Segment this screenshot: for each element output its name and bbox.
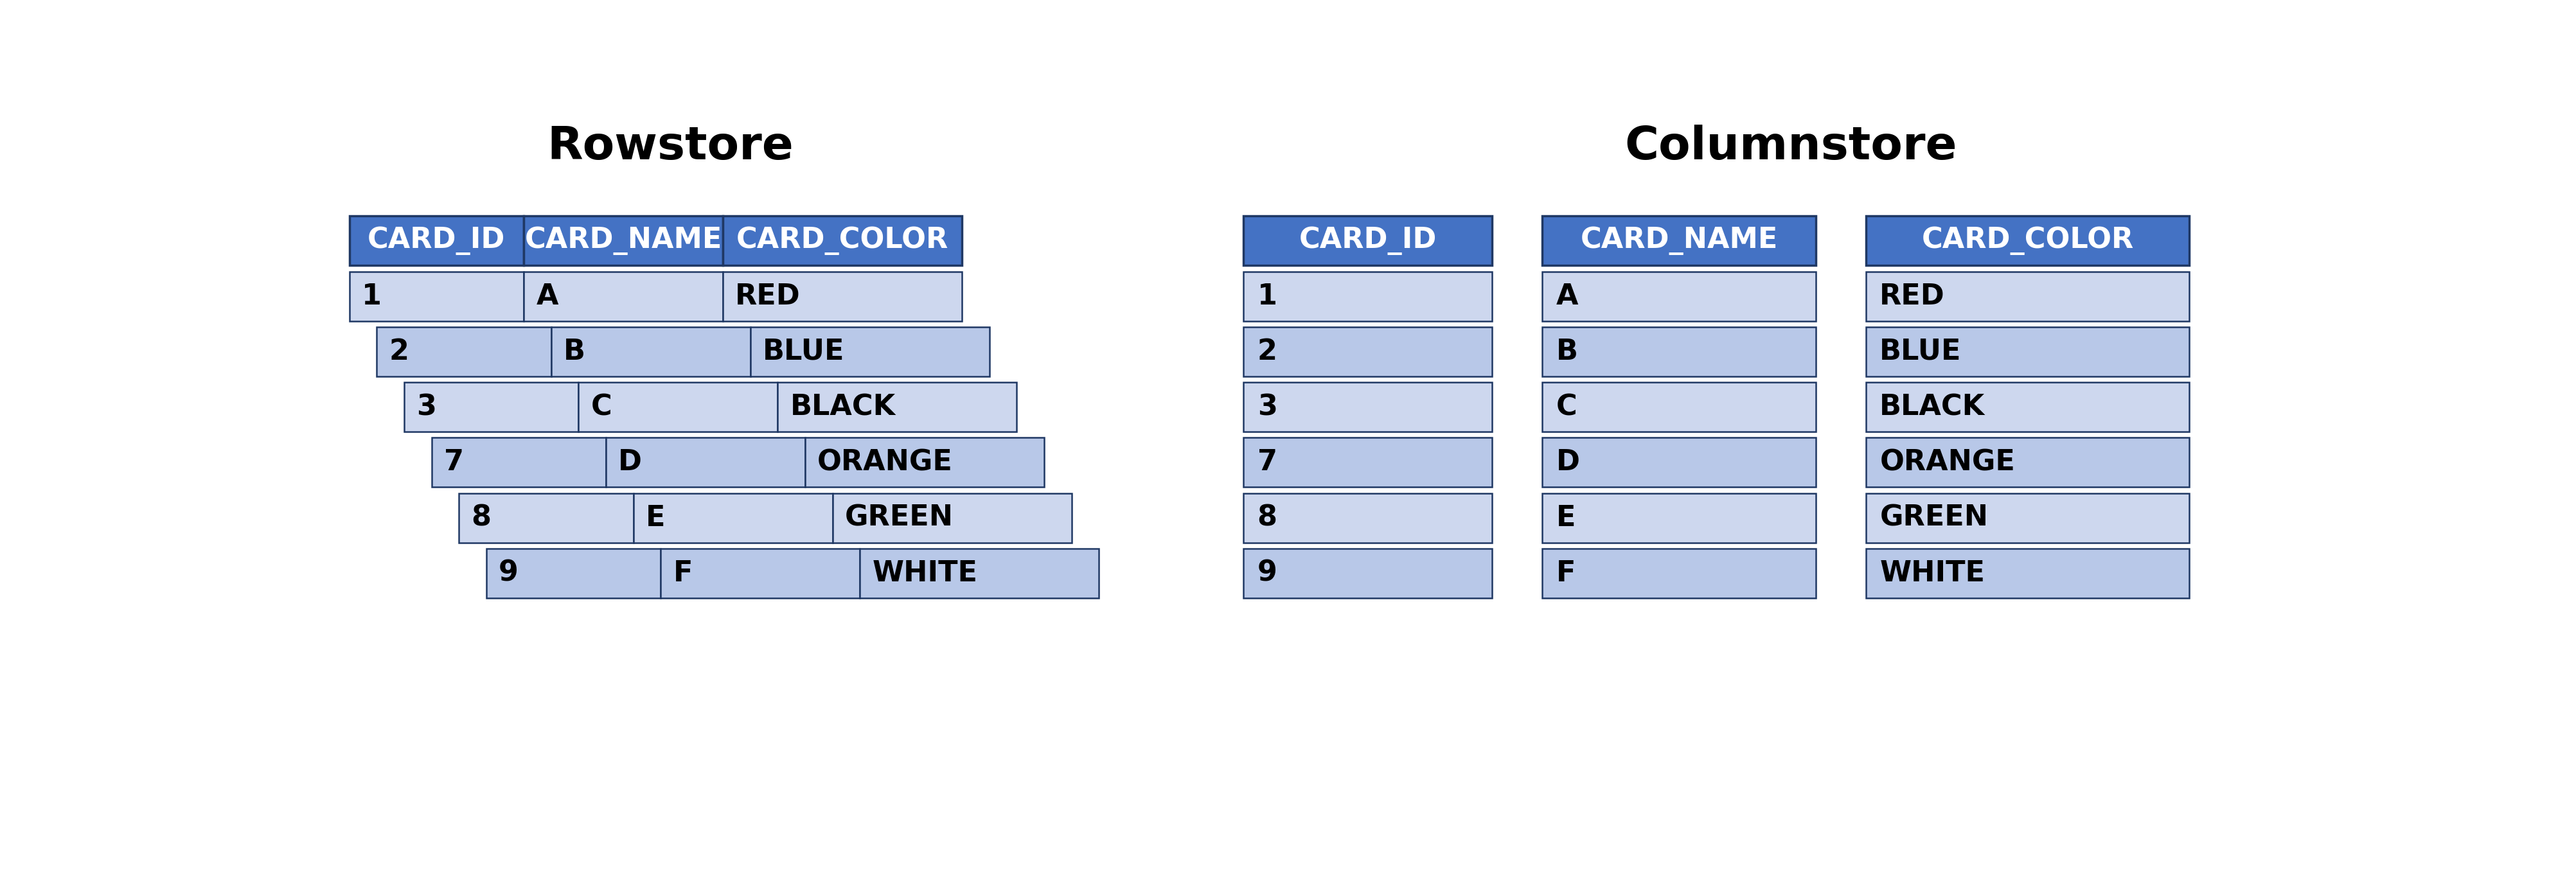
FancyBboxPatch shape [1865, 327, 2190, 377]
FancyBboxPatch shape [806, 437, 1043, 487]
Text: 1: 1 [1257, 282, 1278, 310]
Text: E: E [647, 505, 665, 532]
FancyBboxPatch shape [376, 327, 551, 377]
Text: Columnstore: Columnstore [1625, 124, 1958, 169]
Text: BLUE: BLUE [762, 338, 845, 365]
Text: C: C [1556, 393, 1577, 421]
Text: 7: 7 [1257, 449, 1278, 476]
Text: 9: 9 [500, 559, 518, 587]
FancyBboxPatch shape [1543, 216, 1816, 265]
Text: BLACK: BLACK [1880, 393, 1986, 421]
Text: CARD_COLOR: CARD_COLOR [1922, 227, 2133, 255]
Text: 2: 2 [1257, 338, 1278, 365]
FancyBboxPatch shape [487, 549, 659, 598]
FancyBboxPatch shape [1244, 437, 1492, 487]
Text: CARD_COLOR: CARD_COLOR [737, 227, 948, 255]
FancyBboxPatch shape [1865, 437, 2190, 487]
Text: 3: 3 [417, 393, 435, 421]
Text: ORANGE: ORANGE [817, 449, 953, 476]
FancyBboxPatch shape [433, 437, 605, 487]
FancyBboxPatch shape [1543, 549, 1816, 598]
Text: GREEN: GREEN [1880, 505, 1989, 532]
Text: A: A [1556, 282, 1579, 310]
FancyBboxPatch shape [1543, 327, 1816, 377]
Text: D: D [1556, 449, 1579, 476]
FancyBboxPatch shape [1244, 327, 1492, 377]
FancyBboxPatch shape [1865, 272, 2190, 321]
Text: CARD_ID: CARD_ID [1298, 227, 1437, 255]
FancyBboxPatch shape [1244, 549, 1492, 598]
FancyBboxPatch shape [1543, 272, 1816, 321]
Text: E: E [1556, 505, 1577, 532]
Text: F: F [672, 559, 693, 587]
Text: CARD_NAME: CARD_NAME [526, 227, 721, 255]
FancyBboxPatch shape [1244, 272, 1492, 321]
Text: BLACK: BLACK [791, 393, 896, 421]
FancyBboxPatch shape [1244, 382, 1492, 432]
FancyBboxPatch shape [459, 493, 634, 542]
Text: 2: 2 [389, 338, 410, 365]
FancyBboxPatch shape [832, 493, 1072, 542]
FancyBboxPatch shape [750, 327, 989, 377]
FancyBboxPatch shape [1865, 382, 2190, 432]
FancyBboxPatch shape [1865, 216, 2190, 265]
FancyBboxPatch shape [350, 272, 523, 321]
FancyBboxPatch shape [580, 382, 778, 432]
FancyBboxPatch shape [1865, 549, 2190, 598]
FancyBboxPatch shape [1865, 493, 2190, 542]
FancyBboxPatch shape [523, 216, 724, 265]
Text: C: C [590, 393, 613, 421]
Text: CARD_ID: CARD_ID [368, 227, 505, 255]
FancyBboxPatch shape [1543, 437, 1816, 487]
Text: B: B [1556, 338, 1579, 365]
FancyBboxPatch shape [778, 382, 1018, 432]
Text: 8: 8 [1257, 505, 1278, 532]
FancyBboxPatch shape [1543, 382, 1816, 432]
Text: GREEN: GREEN [845, 505, 953, 532]
Text: RED: RED [1880, 282, 1945, 310]
FancyBboxPatch shape [1244, 493, 1492, 542]
FancyBboxPatch shape [860, 549, 1100, 598]
FancyBboxPatch shape [551, 327, 750, 377]
FancyBboxPatch shape [404, 382, 580, 432]
Text: WHITE: WHITE [1880, 559, 1986, 587]
Text: 8: 8 [471, 505, 492, 532]
Text: ORANGE: ORANGE [1880, 449, 2014, 476]
FancyBboxPatch shape [724, 216, 961, 265]
FancyBboxPatch shape [634, 493, 832, 542]
FancyBboxPatch shape [659, 549, 860, 598]
Text: F: F [1556, 559, 1577, 587]
Text: 3: 3 [1257, 393, 1278, 421]
Text: Rowstore: Rowstore [546, 124, 793, 169]
Text: BLUE: BLUE [1880, 338, 1960, 365]
Text: D: D [618, 449, 641, 476]
FancyBboxPatch shape [350, 216, 523, 265]
FancyBboxPatch shape [605, 437, 806, 487]
Text: 9: 9 [1257, 559, 1278, 587]
Text: 1: 1 [361, 282, 381, 310]
Text: RED: RED [734, 282, 801, 310]
Text: B: B [564, 338, 585, 365]
Text: CARD_NAME: CARD_NAME [1579, 227, 1777, 255]
FancyBboxPatch shape [724, 272, 961, 321]
FancyBboxPatch shape [523, 272, 724, 321]
FancyBboxPatch shape [1543, 493, 1816, 542]
Text: A: A [536, 282, 559, 310]
FancyBboxPatch shape [1244, 216, 1492, 265]
Text: 7: 7 [443, 449, 464, 476]
Text: WHITE: WHITE [873, 559, 979, 587]
